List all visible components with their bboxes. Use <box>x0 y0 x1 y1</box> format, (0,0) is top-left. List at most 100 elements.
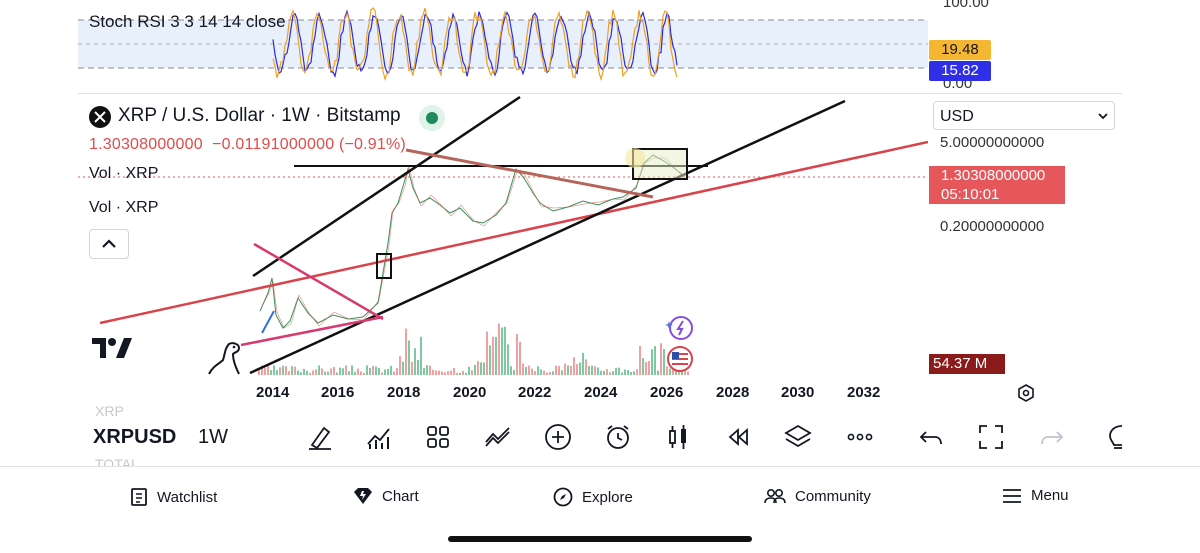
nav-community[interactable]: Community <box>764 487 871 505</box>
more-options-icon[interactable] <box>845 422 875 452</box>
volume-bar <box>618 367 620 375</box>
volume-bar <box>684 369 686 375</box>
volume-bar <box>285 366 287 375</box>
stoch-rsi-pane[interactable] <box>78 0 928 93</box>
volume-bar <box>291 366 293 375</box>
alert-clock-icon[interactable] <box>603 422 633 452</box>
volume-bar <box>588 366 590 375</box>
volume-bar <box>546 372 548 375</box>
dino-mascot-icon[interactable] <box>205 340 247 376</box>
stoch-k-badge: 19.48 <box>929 40 991 60</box>
chart-settings-icon[interactable] <box>1016 383 1036 403</box>
collapse-legend-button[interactable] <box>89 229 129 259</box>
interval-picker[interactable]: 1W <box>198 426 228 448</box>
candle-style-icon[interactable] <box>663 422 693 452</box>
market-status-icon[interactable] <box>418 104 446 132</box>
replay-rewind-icon[interactable] <box>723 422 753 452</box>
volume-bar <box>456 372 458 375</box>
volume-bar <box>381 372 383 375</box>
volume-bar <box>336 372 338 375</box>
channel-upper-line[interactable] <box>252 95 521 278</box>
long-term-support-trendline[interactable] <box>99 140 928 325</box>
volume-bar <box>642 358 644 375</box>
volume-bar <box>312 370 314 375</box>
nav-chart-label: Chart <box>382 487 419 505</box>
volume-legend-2[interactable]: Vol · XRP <box>89 199 159 216</box>
volume-bar <box>294 366 296 375</box>
year-label-2014: 2014 <box>256 384 290 401</box>
volume-bar <box>273 365 275 375</box>
volume-bar <box>543 370 545 375</box>
volume-bar <box>414 348 416 375</box>
volume-bar <box>339 367 341 375</box>
layout-grid-icon[interactable] <box>423 422 453 452</box>
currency-select[interactable]: USD <box>933 101 1115 130</box>
volume-bar <box>378 367 380 375</box>
volume-bar <box>522 363 524 375</box>
compare-symbols-icon[interactable] <box>483 422 513 452</box>
legend-last-price: 1.30308000000 <box>89 136 203 153</box>
nav-menu-label: Menu <box>1031 487 1069 504</box>
volume-bar <box>432 369 434 375</box>
volume-bar <box>570 365 572 375</box>
ai-spark-icon[interactable] <box>664 313 694 343</box>
volume-bar <box>363 372 365 375</box>
triangle-upper-line[interactable] <box>253 242 384 321</box>
volume-bar <box>402 361 404 375</box>
current-price-value: 1.30308000000 <box>941 167 1046 184</box>
channel-lower-line[interactable] <box>249 99 846 375</box>
volume-bar <box>561 370 563 375</box>
volume-bar <box>450 370 452 375</box>
us-flag-event-icon[interactable] <box>666 345 694 373</box>
drawing-brush-icon[interactable] <box>305 422 335 452</box>
volume-bar <box>573 357 575 375</box>
chart-icon <box>354 488 372 504</box>
layers-icon[interactable] <box>783 422 813 452</box>
volume-bar <box>477 361 479 375</box>
volume-bar <box>564 363 566 375</box>
volume-bar <box>540 369 542 375</box>
volume-bar <box>648 361 650 375</box>
volume-bar <box>489 345 491 375</box>
undo-icon[interactable] <box>916 422 946 452</box>
chevron-down-icon <box>1098 113 1108 120</box>
highlight-marker <box>625 148 645 168</box>
volume-bar <box>261 365 263 375</box>
volume-bar <box>510 366 512 375</box>
volume-bar <box>609 372 611 375</box>
volume-bar <box>672 369 674 375</box>
stoch-rsi-k-line <box>272 7 678 82</box>
nav-menu[interactable]: Menu <box>1002 487 1069 504</box>
volume-bar <box>270 369 272 375</box>
nav-explore[interactable]: Explore <box>553 487 633 507</box>
nav-chart[interactable]: Chart <box>353 487 419 505</box>
bottom-navigation <box>0 466 1200 527</box>
idea-bulb-icon[interactable] <box>1100 422 1122 452</box>
descending-trendline[interactable] <box>405 148 654 199</box>
redo-icon[interactable] <box>1037 422 1067 452</box>
nav-watchlist[interactable]: Watchlist <box>130 487 217 507</box>
volume-bar <box>357 368 359 375</box>
volume-bar <box>372 365 374 375</box>
volume-bar <box>576 364 578 375</box>
volume-legend-1[interactable]: Vol · XRP <box>89 165 159 182</box>
blue-arrow-drawing[interactable] <box>261 310 275 334</box>
nav-community-label: Community <box>795 487 871 505</box>
price-chart-canvas[interactable] <box>78 93 928 383</box>
volume-bar <box>348 371 350 375</box>
volume-bar <box>669 368 671 375</box>
year-label-2024: 2024 <box>584 384 618 401</box>
add-plus-icon[interactable] <box>543 422 573 452</box>
volume-bar <box>411 361 413 375</box>
fullscreen-icon[interactable] <box>976 422 1006 452</box>
volume-bar <box>558 365 560 375</box>
indicators-icon[interactable] <box>364 422 394 452</box>
volume-bar <box>549 372 551 375</box>
symbol-picker[interactable]: XRPUSD <box>93 426 177 448</box>
volume-bar <box>534 371 536 375</box>
breakout-box-2017[interactable] <box>376 253 392 279</box>
symbol-legend-title[interactable]: XRP / U.S. Dollar · 1W · Bitstamp <box>118 105 401 126</box>
volume-bar <box>582 352 584 375</box>
triangle-lower-line[interactable] <box>240 315 384 347</box>
xrp-logo-icon <box>89 106 111 128</box>
